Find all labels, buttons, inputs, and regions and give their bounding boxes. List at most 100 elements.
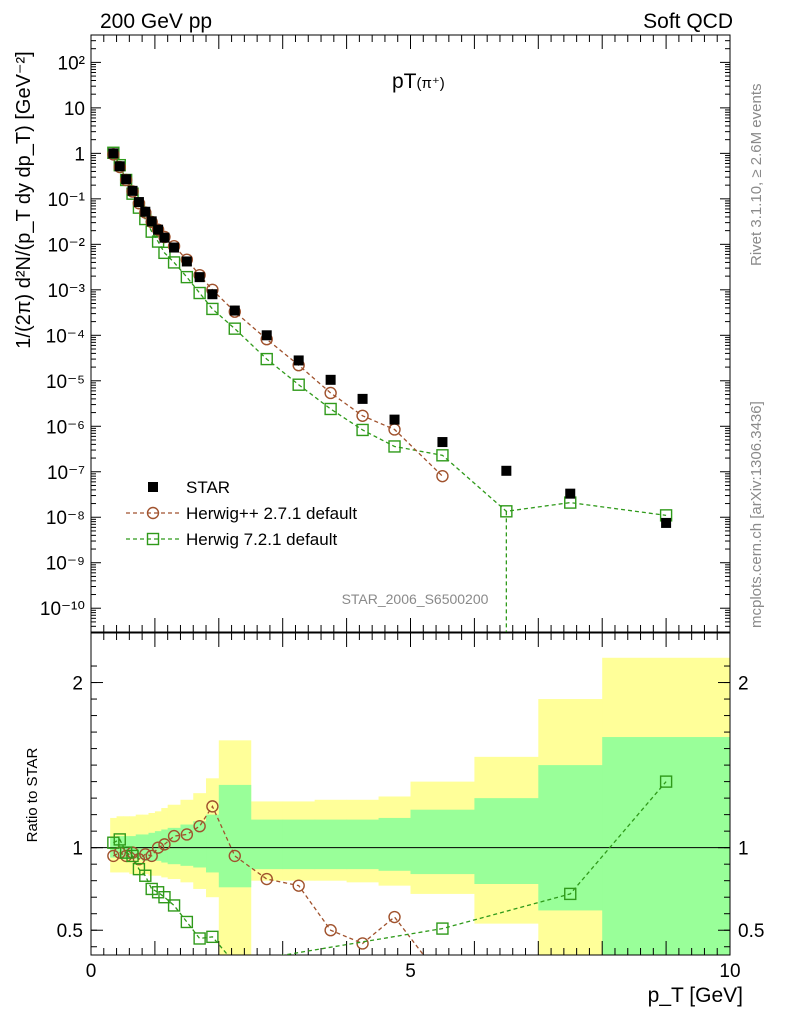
data-point-star [108, 148, 119, 159]
y-tick-label: 10⁻¹⁰ [40, 599, 85, 620]
ratio-point [158, 838, 171, 851]
legend-label: STAR [186, 478, 230, 497]
legend-marker [146, 506, 160, 520]
data-point-mc [324, 386, 337, 400]
ratio-y-tick-label: 1 [72, 839, 83, 860]
header-right: Soft QCD [643, 10, 733, 33]
ratio-point [388, 910, 401, 924]
plot-title-sub: (π⁺) [417, 75, 445, 92]
y-tick-label: 10⁻³ [48, 281, 86, 302]
ratio-point [229, 958, 240, 969]
ratio-series [107, 775, 673, 985]
ratio-y-tick-label: 2 [72, 674, 83, 695]
main-series [107, 146, 673, 632]
ratio-series-line [113, 781, 667, 955]
y-tick-label: 10⁻⁹ [46, 554, 85, 575]
ratio-point [126, 849, 139, 863]
ratio-y-tick-label: 2 [738, 674, 749, 695]
data-point-mc [206, 302, 219, 316]
data-point-star [229, 305, 240, 316]
data-point-star [207, 289, 218, 300]
ratio-point [139, 848, 152, 861]
y-tick-label: 10² [58, 53, 85, 74]
ratio-point [151, 841, 165, 854]
band-inner [410, 809, 475, 875]
band-inner [602, 737, 730, 955]
data-point-star [140, 206, 151, 217]
ratio-point [180, 828, 194, 841]
data-point-mc [436, 469, 449, 483]
ratio-point [167, 899, 181, 912]
ratio-point [206, 800, 219, 813]
ratio-point [292, 879, 305, 892]
ratio-series-line [113, 805, 425, 955]
data-point-mc [324, 402, 337, 416]
data-point-star [159, 232, 170, 243]
data-point-star [114, 161, 125, 172]
ratio-y-tick-label: 0.5 [738, 921, 764, 942]
header-left: 200 GeV pp [100, 10, 212, 33]
data-point-star [169, 242, 180, 253]
band-inner [250, 819, 284, 870]
data-point-star [133, 197, 144, 208]
ratio-point [437, 974, 448, 985]
data-point-star [565, 488, 576, 499]
legend-marker [146, 532, 160, 546]
band-inner [193, 821, 207, 868]
y-tick-label: 10⁻⁸ [46, 508, 85, 529]
data-point-star [181, 256, 192, 267]
data-point-mc [260, 352, 273, 366]
y-tick-label: 10⁻¹ [48, 190, 86, 211]
y-tick-label: 1 [74, 144, 85, 165]
data-point-mc [292, 378, 305, 391]
data-point-star [501, 465, 512, 476]
y-tick-label: 10 [64, 99, 85, 120]
data-point-mc [356, 423, 369, 437]
data-point-mc [356, 409, 369, 422]
x-tick-label: 10 [719, 961, 740, 982]
data-marks [107, 146, 673, 985]
x-tick-label: 0 [86, 961, 97, 982]
legend: STAR Herwig++ 2.7.1 default Herwig 7.2.1 d… [126, 478, 357, 549]
band-inner [538, 765, 603, 911]
data-point-star [121, 174, 132, 185]
band-inner [161, 829, 169, 863]
data-point-star [389, 414, 400, 425]
ratio-point [206, 930, 219, 944]
band-inner [135, 834, 143, 860]
data-point-star [661, 517, 672, 528]
ratio-y-tick-label: 1 [738, 839, 749, 860]
band-inner [346, 819, 380, 870]
band-inner [218, 784, 252, 888]
ratio-point [113, 846, 126, 859]
series-line [112, 154, 443, 477]
band-inner [167, 827, 181, 865]
data-point-mc [228, 322, 241, 335]
data-point-star [153, 224, 164, 235]
y-tick-label: 10⁻⁷ [47, 463, 85, 484]
ratio-point [132, 862, 146, 876]
data-point-star [261, 330, 272, 341]
data-point-mc [500, 505, 513, 518]
ratio-point [659, 775, 673, 788]
data-point-mc [436, 449, 449, 462]
x-axis-label: p_T [GeV] [648, 984, 743, 1007]
y-tick-label: 10⁻² [48, 235, 86, 256]
data-point-mc [151, 223, 165, 236]
x-tick-label: 5 [405, 961, 416, 982]
ratio-point [260, 872, 273, 886]
ratio-point [119, 846, 133, 859]
y-axis-label-main: 1/(2π) d²N/(p_T dy dp_T) [GeV⁻²] [13, 51, 35, 348]
data-point-mc [193, 286, 206, 300]
legend-marker [148, 482, 158, 492]
ratio-point [564, 887, 577, 901]
ratio-point [193, 820, 206, 833]
data-point-mc [167, 256, 181, 269]
ratio-point [107, 849, 120, 863]
data-point-star [437, 437, 448, 448]
ratio-point [167, 829, 181, 843]
legend-label: Herwig 7.2.1 default [186, 530, 337, 549]
data-point-star [325, 374, 336, 385]
data-point-star [293, 355, 304, 366]
